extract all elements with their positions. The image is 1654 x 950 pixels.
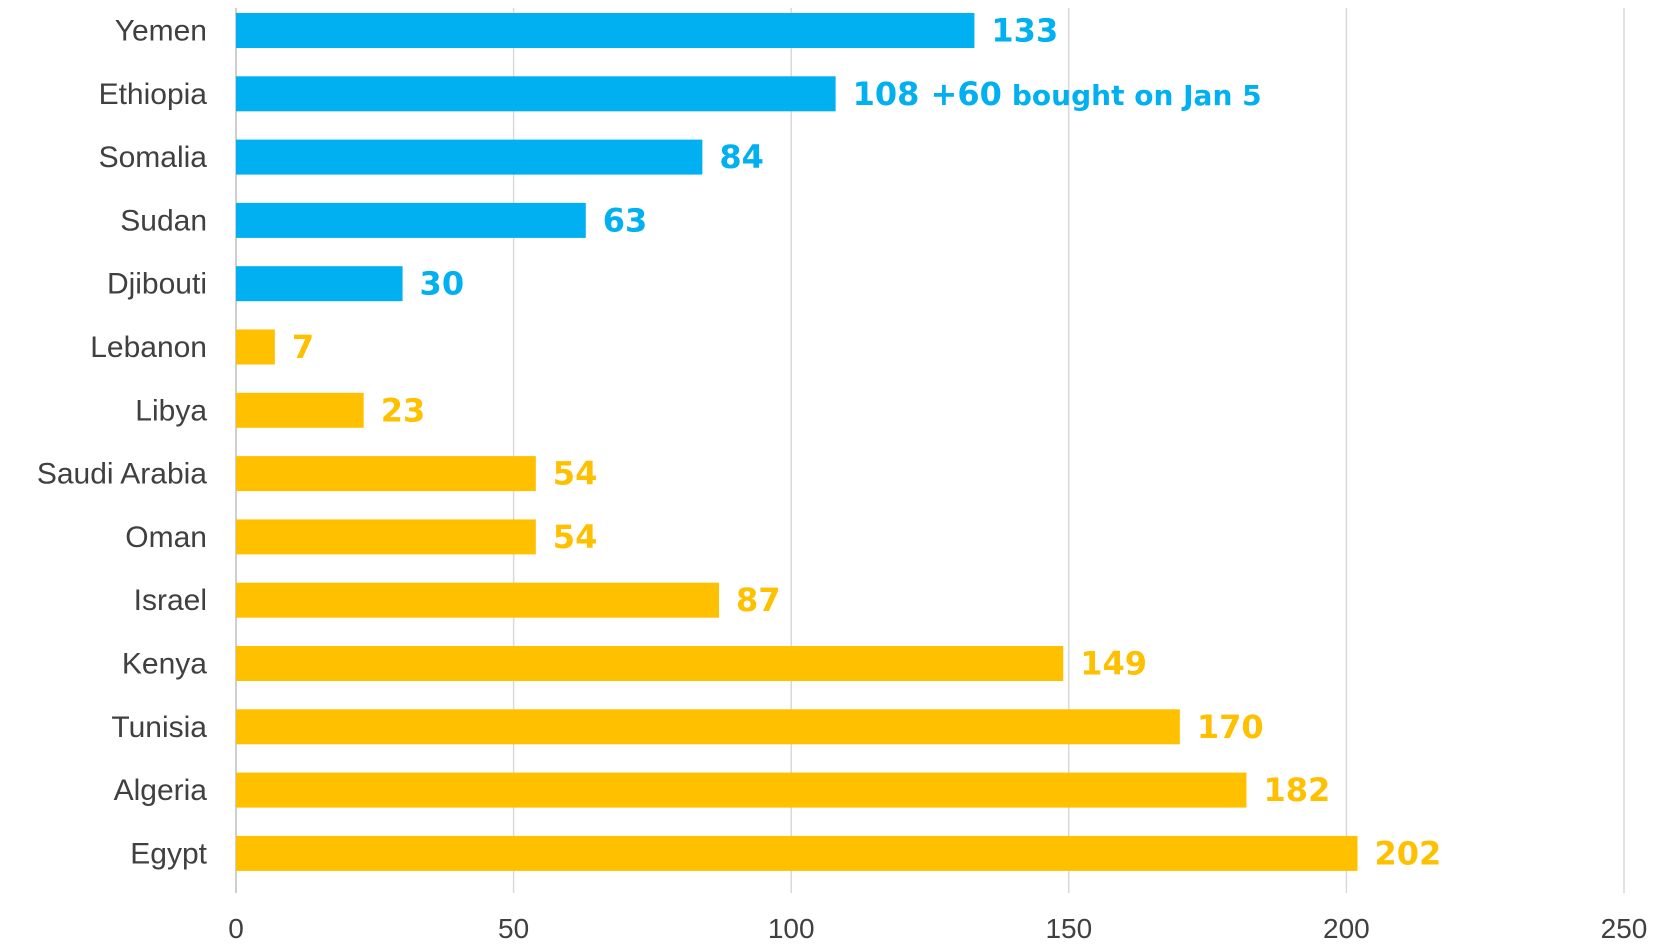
category-label: Djibouti bbox=[107, 268, 207, 301]
category-label: Tunisia bbox=[111, 711, 207, 744]
category-label: Israel bbox=[134, 584, 207, 617]
data-label: 87 bbox=[736, 581, 781, 619]
x-tick-label: 50 bbox=[498, 913, 529, 944]
category-label: Libya bbox=[135, 394, 207, 427]
data-label: 149 bbox=[1080, 645, 1147, 683]
category-labels: Yemen Ethiopia Somalia Sudan Djibouti Lebanon… bbox=[37, 15, 208, 871]
data-label: 54 bbox=[553, 518, 598, 556]
bar bbox=[236, 139, 703, 175]
category-label: Kenya bbox=[122, 648, 207, 681]
category-label: Oman bbox=[125, 521, 207, 554]
category-label: Sudan bbox=[120, 204, 207, 237]
bar bbox=[236, 76, 836, 112]
data-label: 84 bbox=[719, 138, 764, 176]
data-label: 182 bbox=[1263, 771, 1330, 809]
x-tick-label: 0 bbox=[228, 913, 244, 944]
data-label: 170 bbox=[1197, 708, 1264, 746]
x-tick-label: 150 bbox=[1045, 913, 1092, 944]
data-label: 108 +60 bbox=[853, 75, 1002, 113]
category-label: Somalia bbox=[99, 141, 208, 174]
category-label: Egypt bbox=[130, 837, 207, 870]
x-tick-labels: 0 50 100 150 200 250 bbox=[228, 913, 1647, 944]
data-labels: 133 108 +60 bought on Jan 5 84 63 30 7 23 54 54 87… bbox=[292, 12, 1441, 873]
data-label: 63 bbox=[603, 201, 648, 239]
x-tick-label: 250 bbox=[1601, 913, 1648, 944]
bar bbox=[236, 582, 720, 618]
x-tick-label: 200 bbox=[1323, 913, 1370, 944]
data-label: 7 bbox=[292, 328, 314, 366]
x-tick-label: 100 bbox=[768, 913, 815, 944]
bar bbox=[236, 519, 536, 555]
data-label-note: bought on Jan 5 bbox=[1012, 79, 1262, 112]
bar bbox=[236, 646, 1064, 681]
bar bbox=[236, 835, 1358, 871]
data-label: 202 bbox=[1375, 834, 1442, 872]
bars bbox=[236, 13, 1358, 871]
category-label: Yemen bbox=[115, 15, 207, 48]
data-label: 23 bbox=[381, 391, 426, 429]
bar bbox=[236, 329, 275, 365]
bar bbox=[236, 456, 536, 492]
data-label: 30 bbox=[420, 265, 465, 303]
category-label: Saudi Arabia bbox=[37, 458, 207, 491]
data-label: 133 bbox=[991, 12, 1058, 50]
bar bbox=[236, 13, 975, 48]
bar bbox=[236, 266, 403, 302]
bar bbox=[236, 392, 364, 428]
bar bbox=[236, 202, 586, 238]
bar bbox=[236, 709, 1180, 745]
data-label: 54 bbox=[553, 455, 598, 493]
bar bbox=[236, 772, 1247, 808]
category-label: Algeria bbox=[114, 774, 208, 807]
category-label: Ethiopia bbox=[99, 78, 208, 111]
category-label: Lebanon bbox=[90, 331, 207, 364]
